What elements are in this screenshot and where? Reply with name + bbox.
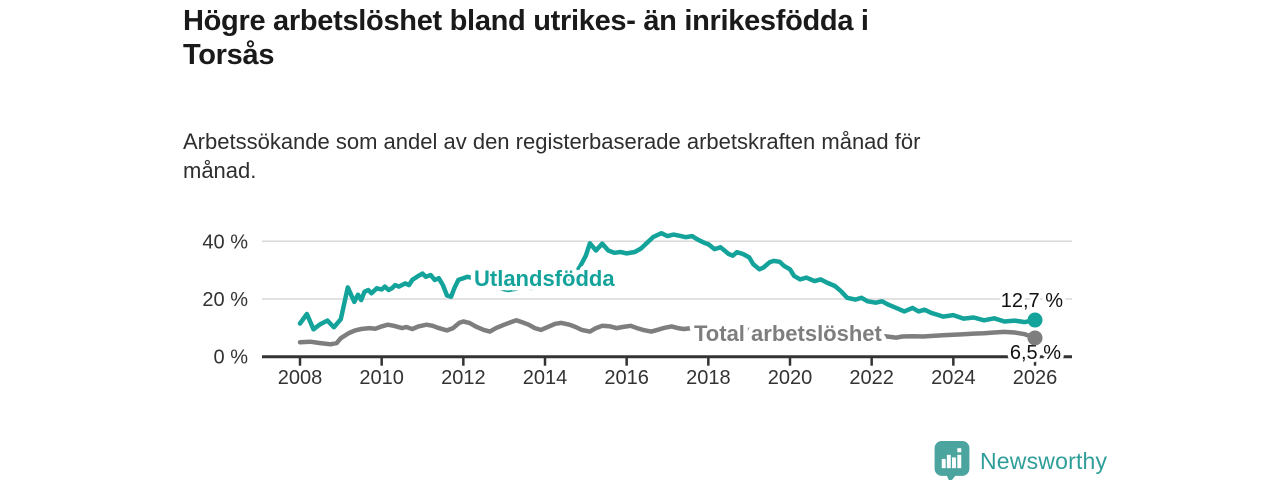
chart-subtitle-line-2: månad. xyxy=(183,158,257,183)
y-tick-label: 0 % xyxy=(214,347,249,369)
newsworthy-logo-text: Newsworthy xyxy=(980,448,1108,474)
y-tick-label: 40 % xyxy=(202,231,248,253)
bar-chart-speech-bubble-icon xyxy=(934,441,970,480)
series-label-utlandsfodda: Utlandsfödda xyxy=(474,266,615,291)
x-tick-label: 2024 xyxy=(931,367,976,389)
x-tick-label: 2020 xyxy=(768,367,813,389)
series-line-utlandsfodda xyxy=(297,230,1038,332)
x-tick-label: 2018 xyxy=(686,367,731,389)
series-label-total-arbetsloshet: Total arbetslöshet xyxy=(694,321,883,346)
series-line-total-arbetsloshet xyxy=(297,318,1038,347)
y-tick-label: 20 % xyxy=(202,289,248,311)
series-end-dot-utlandsfodda xyxy=(1027,312,1043,328)
chart-subtitle-line-1: Arbetssökande som andel av den registerb… xyxy=(183,129,921,154)
series-end-dot-total-arbetsloshet xyxy=(1027,330,1043,346)
chart-subtitle: Arbetssökande som andel av den registerb… xyxy=(183,127,920,185)
page-title: Högre arbetslöshet bland utrikes- än inr… xyxy=(183,4,869,72)
x-tick-label: 2016 xyxy=(604,367,649,389)
page-title-line-2: Torsås xyxy=(183,39,275,71)
end-value-label-total-arbetsloshet: 6,5 % xyxy=(1010,342,1061,364)
x-tick-label: 2022 xyxy=(849,367,894,389)
end-value-label-utlandsfodda: 12,7 % xyxy=(1001,290,1063,312)
newsworthy-logo: Newsworthy xyxy=(933,440,1107,480)
x-tick-label: 2010 xyxy=(359,367,404,389)
page-title-line-1: Högre arbetslöshet bland utrikes- än inr… xyxy=(183,5,869,37)
x-tick-label: 2026 xyxy=(1013,367,1058,389)
x-tick-label: 2008 xyxy=(278,367,323,389)
x-tick-label: 2014 xyxy=(523,367,568,389)
x-tick-label: 2012 xyxy=(441,367,486,389)
